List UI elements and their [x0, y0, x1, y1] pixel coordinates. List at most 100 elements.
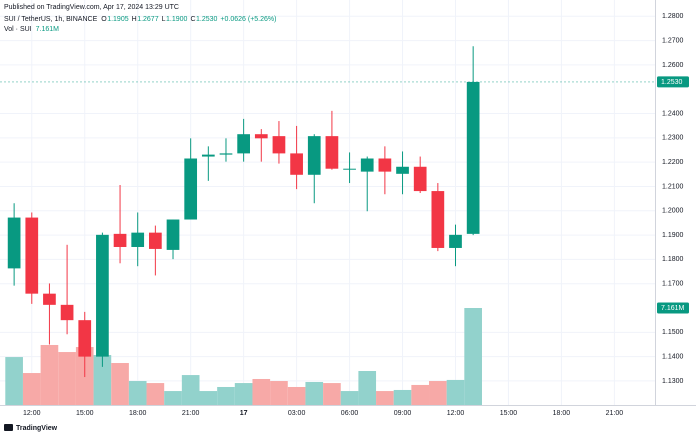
volume-bar	[393, 389, 412, 405]
volume-value: 7.161M	[36, 26, 60, 33]
candle-body	[325, 136, 339, 169]
y-tick-label: 1.2100	[662, 183, 684, 190]
volume-bar	[411, 384, 430, 405]
x-tick-label: 21:00	[182, 410, 200, 417]
candle-body	[25, 217, 39, 294]
y-tick-label: 1.1900	[662, 232, 684, 239]
y-tick-label: 1.2400	[662, 110, 684, 117]
candle-body	[290, 153, 303, 175]
candle-body	[466, 81, 480, 234]
volume-bar	[217, 386, 235, 405]
legend-key: C	[190, 16, 195, 23]
legend-key: H	[132, 16, 137, 23]
volume-bar	[358, 371, 377, 405]
x-tick-label: 18:00	[129, 410, 147, 417]
volume-bar	[146, 383, 165, 405]
y-tick-label: 1.2300	[662, 135, 684, 142]
volume-bar	[376, 391, 394, 405]
candle-body	[131, 232, 145, 247]
candle-body	[149, 232, 162, 249]
y-tick-label: 1.2800	[662, 13, 684, 20]
candle-body	[360, 158, 374, 172]
candle-body	[184, 158, 198, 220]
legend-title: SUI / TetherUS, 1h, BINANCE	[4, 16, 98, 23]
last-price-label: 1.2530	[661, 79, 683, 86]
x-tick-label: 21:00	[606, 410, 624, 417]
volume-tag	[657, 302, 689, 314]
volume-bar	[323, 383, 341, 405]
volume-bar	[40, 344, 59, 405]
volume-bar	[270, 381, 288, 405]
x-tick-label: 15:00	[76, 410, 94, 417]
axes: 1.2800 1.2700 1.2600 1.2400 1.2300 1.2200 1.21…	[23, 13, 689, 417]
candle-body	[431, 191, 445, 248]
x-tick-label: 17	[240, 410, 248, 417]
candle-body	[343, 168, 356, 170]
candle-body	[201, 154, 215, 157]
volume-bar	[22, 373, 41, 405]
volume-bar	[464, 308, 482, 405]
candle-body	[60, 304, 74, 321]
legend-value: 1.1900	[166, 16, 188, 23]
volume-bar	[5, 357, 23, 405]
x-tick-label: 12:00	[23, 410, 41, 417]
legend-value: 1.2530	[196, 16, 218, 23]
candle-body	[166, 219, 180, 250]
candle-body	[7, 217, 21, 269]
brand-name: TradingView	[16, 425, 58, 432]
volume-bar	[128, 381, 147, 405]
y-tick-label: 1.1700	[662, 281, 684, 288]
candle-pane	[0, 46, 655, 378]
x-tick-label: 18:00	[553, 410, 571, 417]
volume-bar	[252, 378, 271, 405]
legend-change: +0.0626 (+5.26%)	[220, 16, 276, 23]
legend-key: L	[162, 16, 166, 23]
legend: SUI / TetherUS, 1h, BINANCE O 1.1905 H 1.267…	[4, 16, 276, 33]
candle-body	[254, 134, 268, 139]
brand: TradingView	[4, 424, 58, 432]
volume-tag-label: 7.161M	[661, 305, 685, 312]
candle-body	[113, 233, 127, 247]
y-tick-label: 1.1800	[662, 256, 684, 263]
y-tick-label: 1.2600	[662, 62, 684, 69]
candle-body	[378, 158, 392, 172]
volume-bar	[164, 391, 182, 405]
volume-bar	[111, 363, 129, 405]
volume-bar	[446, 379, 465, 405]
candle-body	[272, 136, 286, 154]
y-tick-label: 1.1300	[662, 378, 684, 385]
candle-body	[219, 153, 233, 155]
y-tick-label: 1.2700	[662, 37, 684, 44]
volume-title: Vol · SUI	[4, 26, 32, 33]
legend-key: O	[101, 16, 107, 23]
volume-bar	[340, 391, 359, 405]
candle-body	[237, 134, 250, 154]
volume-bar	[181, 375, 200, 405]
legend-value: 1.1905	[107, 16, 129, 23]
x-tick-label: 09:00	[394, 410, 412, 417]
volume-bar	[429, 381, 447, 405]
brand-logo	[4, 424, 13, 431]
y-tick-label: 1.2000	[662, 208, 684, 215]
volume-bar	[305, 381, 324, 405]
candle-body	[413, 166, 427, 192]
candle-body	[96, 234, 109, 357]
volume-bar	[93, 355, 112, 405]
volume-bar	[234, 383, 253, 405]
x-tick-label: 12:00	[447, 410, 465, 417]
candle-body	[449, 234, 462, 248]
y-tick-label: 1.2200	[662, 159, 684, 166]
candle-body	[78, 320, 92, 357]
x-tick-label: 15:00	[500, 410, 518, 417]
volume-bar	[199, 391, 218, 405]
candle-body	[396, 166, 409, 174]
candle-body	[307, 136, 321, 175]
volume-bar	[58, 352, 76, 405]
x-tick-label: 06:00	[341, 410, 359, 417]
last-price-tag	[657, 76, 689, 88]
grid	[0, 0, 655, 405]
y-tick-label: 1.1500	[662, 329, 684, 336]
y-tick-label: 1.1400	[662, 353, 684, 360]
